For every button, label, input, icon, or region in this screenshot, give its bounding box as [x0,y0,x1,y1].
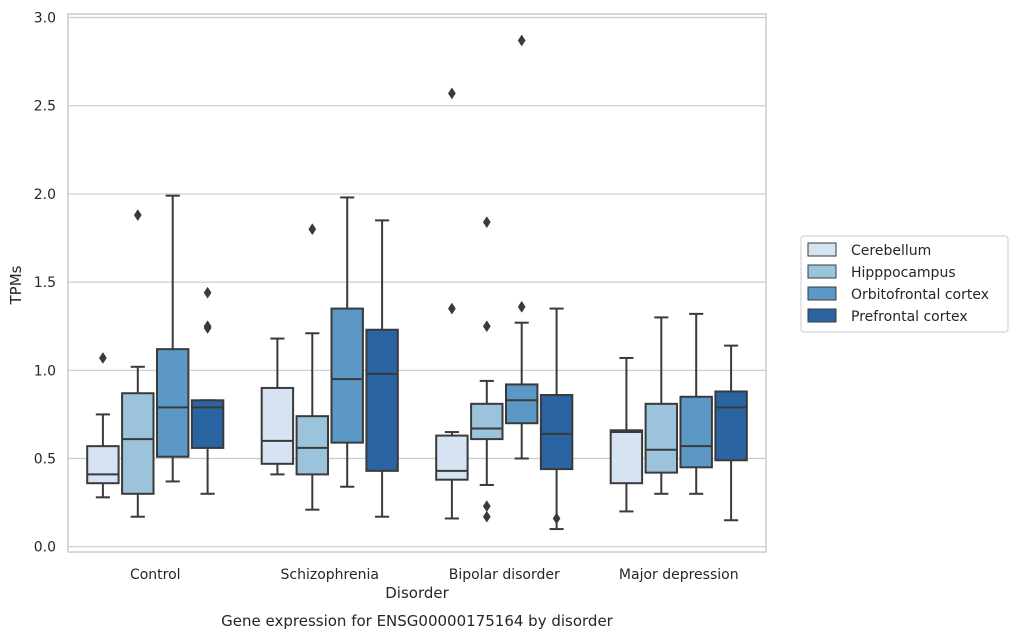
legend: Cerebellum Hipppocampus Orbitofrontal cort… [800,235,1009,333]
legend-swatch [807,264,837,279]
outlier-point [552,512,561,525]
series-prefrontal-cortex [190,219,748,531]
box [435,87,469,520]
box-iqr [539,394,574,471]
box [470,216,504,523]
x-tick-labels: Control Schizophrenia Bipolar disorder Majo… [130,567,739,583]
box-iqr [295,415,330,476]
y-tick-label: 0.5 [34,452,56,468]
x-tick-label: Schizophrenia [281,567,379,583]
legend-label: Prefrontal cortex [851,309,968,325]
outlier-point [482,320,491,333]
series-cerebellum [86,87,644,520]
y-tick-label: 2.5 [34,99,56,115]
legend-label: Hipppocampus [851,265,956,281]
x-tick-label: Bipolar disorder [449,567,560,583]
series-orbitofrontal-cortex [155,34,713,495]
outlier-point [517,300,526,313]
box-iqr [330,307,364,444]
y-tick-label: 1.0 [34,363,56,379]
outlier-point [482,216,491,229]
box [539,307,574,531]
chart-caption: Gene expression for ENSG00000175164 by d… [221,612,614,630]
box [365,219,399,518]
plot-frame [67,13,767,553]
x-tick-label: Control [130,567,181,583]
box-iqr [260,386,295,465]
box [295,223,330,511]
box-iqr [609,429,644,485]
box-iqr [679,395,713,469]
legend-swatch [807,242,837,257]
y-axis-title: TPMs [7,265,25,305]
box-iqr [470,402,504,441]
outlier-point [203,286,212,299]
box [679,312,713,495]
box [190,286,225,495]
outlier-point [482,500,491,513]
box [504,34,539,460]
y-tick-label: 0.0 [34,540,56,556]
box [330,196,364,488]
y-tick-label: 2.0 [34,187,56,203]
box [121,209,155,518]
box-iqr [155,348,190,458]
legend-swatch [807,308,837,323]
box-iqr [121,392,155,495]
x-tick-label: Major depression [619,567,739,583]
y-tick-labels: 0.0 0.5 1.0 1.5 2.0 2.5 3.0 [34,11,56,556]
legend-label: Cerebellum [851,243,931,259]
outlier-point [99,352,107,364]
x-axis-title: Disorder [385,584,449,602]
box-iqr [435,434,469,481]
box [260,337,295,476]
box [86,352,120,499]
series-hipppocampus [121,209,679,523]
outlier-point [517,34,526,47]
box-iqr [644,402,679,474]
box [644,316,679,495]
outlier-point [482,510,491,523]
box [155,194,190,483]
box-iqr [86,445,120,485]
box-iqr [504,383,539,425]
outlier-point [133,209,142,222]
y-tick-label: 3.0 [34,11,56,27]
box-iqr [190,399,225,449]
legend-frame [800,235,1009,333]
y-tick-label: 1.5 [34,275,56,291]
legend-swatch [807,286,837,301]
legend-label: Orbitofrontal cortex [851,287,989,303]
outlier-point [448,87,456,100]
outlier-point [203,320,212,333]
outlier-point [448,302,456,315]
box-series-layer [86,34,748,531]
outlier-point [308,223,317,236]
legend-items: Cerebellum Hipppocampus Orbitofrontal cort… [807,242,989,325]
box [609,356,644,513]
box-iqr [714,390,748,462]
box-iqr [365,328,399,472]
box [714,344,748,522]
